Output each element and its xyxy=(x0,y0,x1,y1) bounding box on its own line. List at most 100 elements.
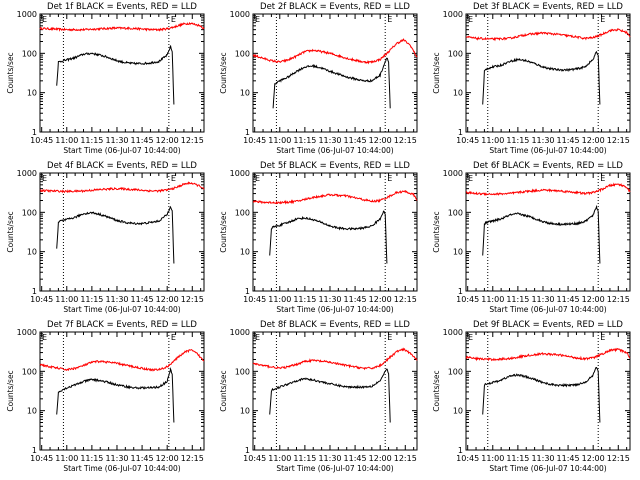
x-tick-label: 11:45 xyxy=(131,136,154,145)
x-tick-label: 12:15 xyxy=(394,136,417,145)
y-tick-label: 10 xyxy=(240,89,250,98)
x-tick-label: 10:45 xyxy=(30,295,53,304)
x-tick-label: 11:30 xyxy=(531,295,554,304)
chart-panel: Det 4f BLACK = Events, RED = LLD 1 10 100 10… xyxy=(6,161,205,314)
plot-frame xyxy=(465,172,631,292)
y-tick-label: 1000 xyxy=(17,169,37,178)
lld-rate-line xyxy=(39,21,205,32)
plot-frame xyxy=(252,331,418,451)
x-tick-label: 12:00 xyxy=(156,136,179,145)
event-marker-label: E xyxy=(255,15,260,24)
x-tick-label: 11:45 xyxy=(557,295,580,304)
x-tick-label: 11:30 xyxy=(531,136,554,145)
chart-title: Det 2f BLACK = Events, RED = LLD xyxy=(260,2,410,12)
x-tick-label: 12:15 xyxy=(181,295,204,304)
event-marker-label: E xyxy=(468,174,473,183)
x-tick-label: 10:45 xyxy=(243,136,266,145)
event-marker-label: E xyxy=(387,333,392,342)
x-tick-label: 11:45 xyxy=(344,295,367,304)
events-rate-line xyxy=(269,210,388,264)
x-tick-label: 11:45 xyxy=(131,454,154,463)
y-tick-label: 1 xyxy=(32,446,37,455)
y-axis-label: Counts/sec xyxy=(6,211,15,252)
events-rate-line xyxy=(269,368,391,423)
y-tick-label: 10 xyxy=(240,407,250,416)
event-marker-label: E xyxy=(42,15,47,24)
plot-frame xyxy=(465,331,631,451)
lld-rate-line xyxy=(465,347,631,362)
x-tick-label: 12:00 xyxy=(156,454,179,463)
y-tick-label: 100 xyxy=(22,49,37,58)
plot-frame xyxy=(252,172,418,292)
lld-rate-line xyxy=(252,190,418,205)
event-marker-label: E xyxy=(255,174,260,183)
lld-rate-line xyxy=(465,28,631,42)
chart-panel: Det 9f BLACK = Events, RED = LLD 1 10 100 10… xyxy=(432,320,631,473)
x-tick-label: 11:30 xyxy=(318,136,341,145)
x-tick-label: 12:00 xyxy=(369,295,392,304)
x-axis-label: Start Time (06-Jul-07 10:44:00) xyxy=(63,464,180,473)
x-tick-label: 11:15 xyxy=(506,454,529,463)
y-tick-label: 10 xyxy=(453,407,463,416)
event-marker-label: E xyxy=(600,333,605,342)
chart-title: Det 8f BLACK = Events, RED = LLD xyxy=(260,320,410,330)
y-tick-label: 1 xyxy=(245,287,250,296)
y-tick-label: 100 xyxy=(448,49,463,58)
x-tick-label: 11:00 xyxy=(55,454,78,463)
event-marker-label: E xyxy=(387,174,392,183)
y-tick-label: 1 xyxy=(245,446,250,455)
y-tick-label: 10 xyxy=(27,89,37,98)
x-axis-label: Start Time (06-Jul-07 10:44:00) xyxy=(276,464,393,473)
x-tick-label: 11:30 xyxy=(105,454,128,463)
x-tick-label: 11:00 xyxy=(268,454,291,463)
event-marker-label: E xyxy=(42,333,47,342)
chart-panel: Det 2f BLACK = Events, RED = LLD 1 10 100 10… xyxy=(219,2,418,155)
lld-rate-line xyxy=(465,182,631,196)
plot-frame xyxy=(39,172,205,292)
x-tick-label: 11:00 xyxy=(268,295,291,304)
x-axis-label: Start Time (06-Jul-07 10:44:00) xyxy=(276,146,393,155)
event-marker-label: E xyxy=(171,174,176,183)
x-tick-label: 11:30 xyxy=(318,295,341,304)
x-tick-label: 11:30 xyxy=(531,454,554,463)
y-tick-label: 1000 xyxy=(17,10,37,19)
x-axis-label: Start Time (06-Jul-07 10:44:00) xyxy=(63,305,180,314)
y-tick-label: 1 xyxy=(32,128,37,137)
chart-panel: Det 8f BLACK = Events, RED = LLD 1 10 100 10… xyxy=(219,320,418,473)
x-axis-label: Start Time (06-Jul-07 10:44:00) xyxy=(489,146,606,155)
x-tick-label: 10:45 xyxy=(30,136,53,145)
event-marker-label: E xyxy=(468,15,473,24)
x-tick-label: 11:45 xyxy=(344,136,367,145)
x-tick-label: 10:45 xyxy=(243,295,266,304)
event-marker-label: E xyxy=(387,15,392,24)
x-tick-label: 12:15 xyxy=(394,295,417,304)
x-tick-label: 11:30 xyxy=(105,136,128,145)
x-tick-label: 12:15 xyxy=(181,136,204,145)
y-tick-label: 10 xyxy=(453,89,463,98)
x-tick-label: 12:15 xyxy=(607,454,630,463)
y-tick-label: 1000 xyxy=(230,169,250,178)
chart-title: Det 9f BLACK = Events, RED = LLD xyxy=(473,320,623,330)
events-rate-line xyxy=(56,366,175,423)
x-axis-label: Start Time (06-Jul-07 10:44:00) xyxy=(276,305,393,314)
plot-frame xyxy=(465,13,631,133)
chart-title: Det 1f BLACK = Events, RED = LLD xyxy=(47,2,197,12)
y-axis-label: Counts/sec xyxy=(219,52,228,93)
x-tick-label: 11:15 xyxy=(506,295,529,304)
x-axis-label: Start Time (06-Jul-07 10:44:00) xyxy=(63,146,180,155)
y-tick-label: 1 xyxy=(458,287,463,296)
x-tick-label: 11:30 xyxy=(105,295,128,304)
y-tick-label: 100 xyxy=(448,208,463,217)
x-tick-label: 11:00 xyxy=(481,454,504,463)
x-tick-label: 10:45 xyxy=(243,454,266,463)
y-tick-label: 1000 xyxy=(443,328,463,337)
x-tick-label: 11:00 xyxy=(268,136,291,145)
event-marker-label: E xyxy=(255,333,260,342)
x-tick-label: 12:15 xyxy=(607,295,630,304)
y-tick-label: 10 xyxy=(453,248,463,257)
y-tick-label: 100 xyxy=(22,208,37,217)
event-marker-label: E xyxy=(600,174,605,183)
y-axis-label: Counts/sec xyxy=(219,211,228,252)
x-tick-label: 11:00 xyxy=(481,295,504,304)
x-axis-label: Start Time (06-Jul-07 10:44:00) xyxy=(489,305,606,314)
